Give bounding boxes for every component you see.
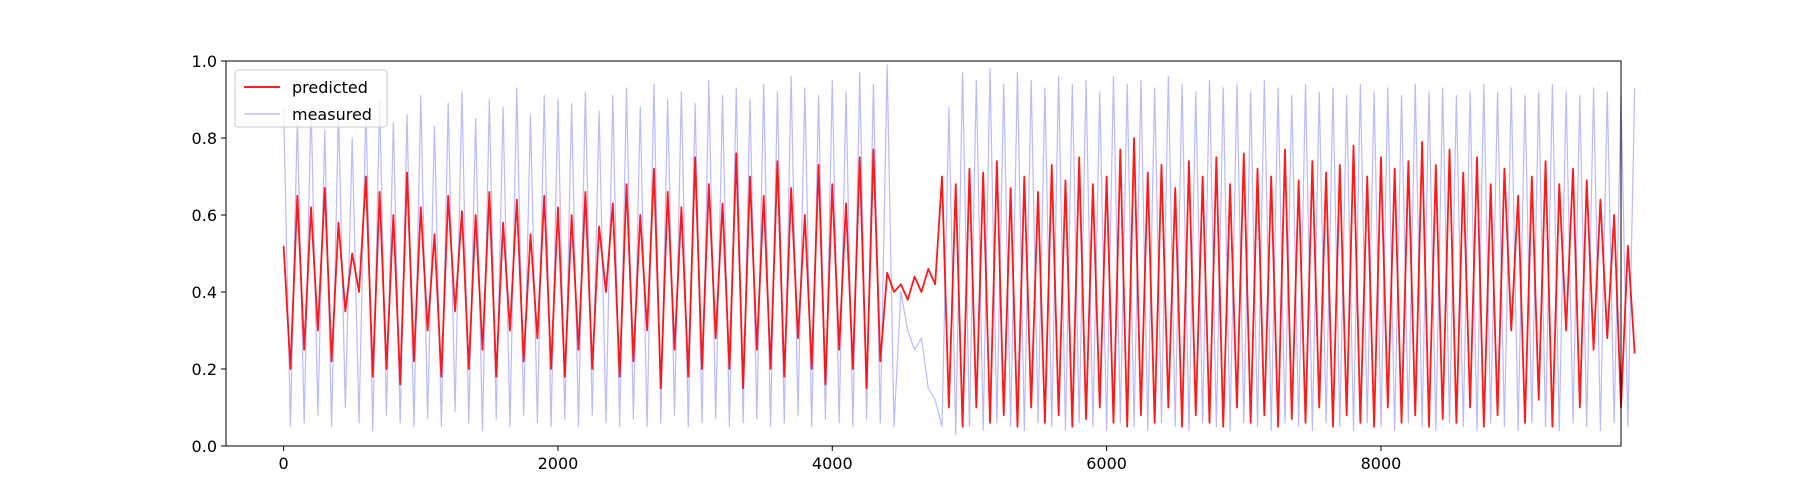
series-line-measured [283,64,1636,436]
x-tick-label: 8000 [1361,454,1402,473]
plot-area-frame [225,60,1622,447]
x-axis: 0 2000 4000 6000 8000 [279,446,1402,473]
series-layer [282,64,1636,436]
y-axis: 0.0 0.2 0.4 0.6 0.8 1.0 [192,52,226,456]
series-line-predicted [282,137,1636,428]
legend-box [234,69,388,128]
y-tick-label: 1.0 [192,52,217,71]
legend: predicted measured [234,69,388,128]
x-tick-label: 0 [279,454,289,473]
legend-label-predicted: predicted [292,78,368,97]
y-tick-label: 0.4 [192,283,217,302]
y-tick-label: 0.0 [192,437,217,456]
y-tick-label: 0.6 [192,206,217,225]
x-tick-label: 4000 [812,454,853,473]
x-tick-label: 2000 [538,454,579,473]
y-tick-label: 0.2 [192,360,217,379]
x-tick-label: 6000 [1086,454,1127,473]
legend-label-measured: measured [292,105,372,124]
y-tick-label: 0.8 [192,129,217,148]
